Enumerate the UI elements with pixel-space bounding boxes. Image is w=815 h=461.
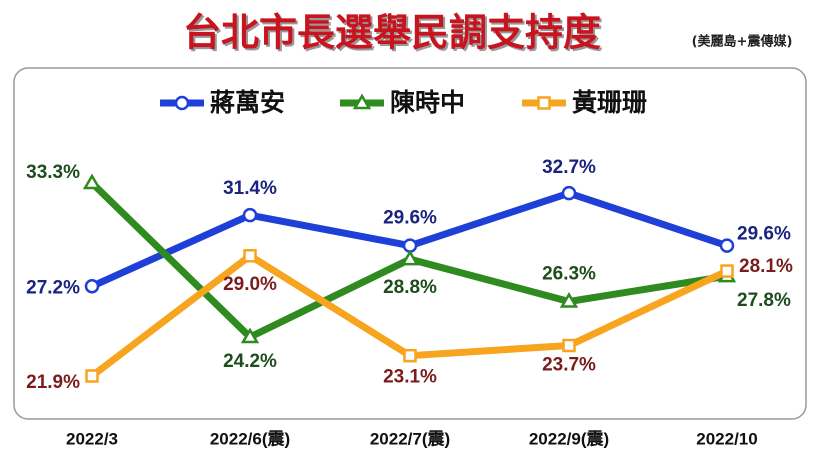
data-point bbox=[240, 327, 260, 344]
data-point bbox=[82, 173, 102, 190]
data-point bbox=[562, 338, 576, 353]
data-point bbox=[403, 348, 417, 363]
value-label: 29.0% bbox=[223, 274, 277, 295]
x-tick-label: 2022/9(震) bbox=[529, 429, 609, 448]
value-label: 23.7% bbox=[542, 355, 596, 376]
value-label: 28.1% bbox=[739, 256, 793, 277]
data-point bbox=[84, 279, 100, 294]
value-label: 33.3% bbox=[26, 162, 80, 183]
data-point bbox=[242, 207, 258, 223]
title-shadow: 台北市長選舉民調支持度 bbox=[185, 12, 603, 57]
value-label: 31.4% bbox=[223, 178, 277, 199]
data-point bbox=[400, 249, 420, 266]
data-point bbox=[720, 264, 734, 278]
value-label: 27.8% bbox=[737, 290, 791, 311]
value-label: 29.6% bbox=[383, 208, 437, 229]
legend-label: 陳時中 bbox=[390, 88, 465, 117]
value-label: 24.2% bbox=[223, 351, 277, 372]
value-label: 27.2% bbox=[26, 277, 80, 298]
legend-label: 黃珊珊 bbox=[572, 88, 647, 117]
legend-marker bbox=[537, 96, 551, 110]
data-point bbox=[559, 292, 579, 308]
value-label: 26.3% bbox=[542, 264, 596, 285]
x-tick-label: 2022/3 bbox=[66, 429, 118, 448]
data-point bbox=[719, 238, 735, 253]
plot-frame bbox=[13, 67, 807, 420]
data-point bbox=[243, 249, 257, 263]
chart-title: 台北市長選舉民調支持度 bbox=[183, 10, 601, 55]
x-tick-label: 2022/10 bbox=[696, 429, 757, 448]
data-point bbox=[561, 185, 577, 201]
value-label: 28.8% bbox=[383, 277, 437, 298]
legend-marker bbox=[174, 95, 190, 111]
value-label: 32.7% bbox=[542, 157, 596, 178]
value-label: 21.9% bbox=[26, 372, 80, 393]
data-point bbox=[85, 369, 99, 383]
chart-subtitle: (美麗島+震傳媒) bbox=[692, 34, 793, 50]
x-tick-label: 2022/6(震) bbox=[210, 429, 290, 448]
x-tick-label: 2022/7(震) bbox=[370, 429, 450, 448]
value-label: 23.1% bbox=[383, 367, 437, 388]
legend-label: 蔣萬安 bbox=[210, 88, 285, 117]
value-label: 29.6% bbox=[737, 224, 791, 245]
legend-marker bbox=[352, 93, 372, 110]
